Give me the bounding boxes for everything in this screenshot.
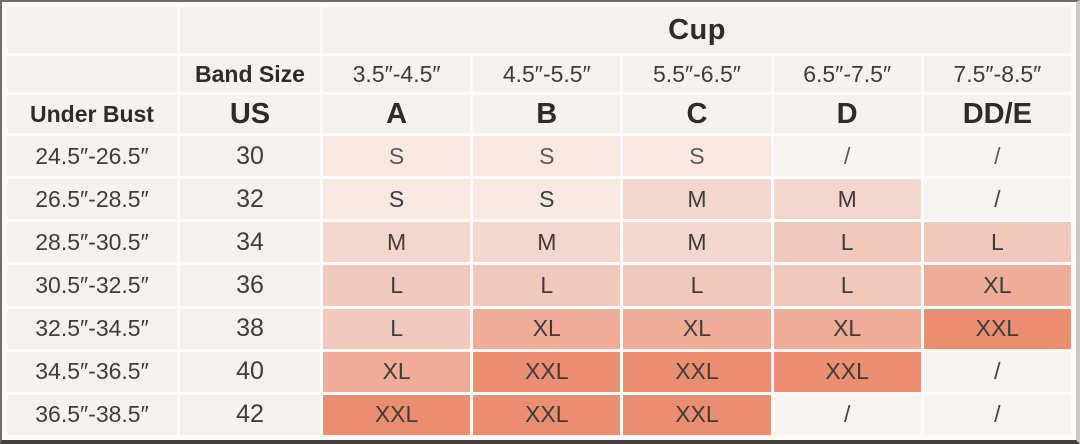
under-bust-header: Under Bust <box>7 95 177 133</box>
size-cell: S <box>323 136 471 177</box>
size-cell: M <box>473 222 621 263</box>
cup-letter-row: Under Bust US A B C D DD/E <box>7 95 1071 133</box>
size-cell: XXL <box>323 394 471 435</box>
blank-cell <box>180 7 320 53</box>
band-size-header: Band Size <box>180 56 320 92</box>
size-cell: L <box>923 222 1071 263</box>
size-cell: XXL <box>473 394 621 435</box>
blank-cell <box>7 7 177 53</box>
band-size-cell: 34 <box>180 222 320 263</box>
size-cell: L <box>473 265 621 306</box>
size-cell: / <box>773 136 921 177</box>
size-cell: XL <box>473 308 621 349</box>
size-cell: / <box>923 136 1071 177</box>
band-size-cell: 40 <box>180 351 320 392</box>
size-cell: L <box>773 222 921 263</box>
size-cell: M <box>623 222 771 263</box>
band-standard-header: US <box>180 95 320 133</box>
size-cell: / <box>923 394 1071 435</box>
under-bust-cell: 30.5″-32.5″ <box>7 265 177 306</box>
cup-group-header: Cup <box>323 7 1071 53</box>
table-row: 32.5″-34.5″ 38 L XL XL XL XXL <box>7 308 1071 349</box>
under-bust-cell: 26.5″-28.5″ <box>7 179 177 220</box>
size-cell: / <box>923 351 1071 392</box>
size-cell: XXL <box>923 308 1071 349</box>
table-row: 34.5″-36.5″ 40 XL XXL XXL XXL / <box>7 351 1071 392</box>
cup-range-row: Band Size 3.5″-4.5″ 4.5″-5.5″ 5.5″-6.5″ … <box>7 56 1071 92</box>
under-bust-cell: 24.5″-26.5″ <box>7 136 177 177</box>
band-size-cell: 36 <box>180 265 320 306</box>
size-cell: XXL <box>623 351 771 392</box>
cup-group-row: Cup <box>7 7 1071 53</box>
size-cell: S <box>323 179 471 220</box>
size-cell: / <box>773 394 921 435</box>
cup-letter-a: A <box>323 95 471 133</box>
size-cell: / <box>923 179 1071 220</box>
cup-letter-dde: DD/E <box>923 95 1071 133</box>
under-bust-cell: 32.5″-34.5″ <box>7 308 177 349</box>
band-size-cell: 42 <box>180 394 320 435</box>
cup-range-dde: 7.5″-8.5″ <box>923 56 1071 92</box>
cup-letter-d: D <box>773 95 921 133</box>
cup-range-c: 5.5″-6.5″ <box>623 56 771 92</box>
size-cell: XXL <box>473 351 621 392</box>
table-row: 24.5″-26.5″ 30 S S S / / <box>7 136 1071 177</box>
size-cell: L <box>323 308 471 349</box>
size-cell: XL <box>323 351 471 392</box>
cup-range-a: 3.5″-4.5″ <box>323 56 471 92</box>
size-cell: L <box>773 265 921 306</box>
size-cell: XL <box>623 308 771 349</box>
band-size-cell: 38 <box>180 308 320 349</box>
cup-letter-c: C <box>623 95 771 133</box>
size-cell: S <box>473 179 621 220</box>
size-cell: S <box>623 136 771 177</box>
table-row: 26.5″-28.5″ 32 S S M M / <box>7 179 1071 220</box>
size-cell: XXL <box>623 394 771 435</box>
size-cell: M <box>623 179 771 220</box>
size-cell: M <box>773 179 921 220</box>
table-row: 36.5″-38.5″ 42 XXL XXL XXL / / <box>7 394 1071 435</box>
size-cell: S <box>473 136 621 177</box>
size-cell: L <box>623 265 771 306</box>
size-cell: XXL <box>773 351 921 392</box>
cup-letter-b: B <box>473 95 621 133</box>
cup-range-b: 4.5″-5.5″ <box>473 56 621 92</box>
under-bust-cell: 36.5″-38.5″ <box>7 394 177 435</box>
size-cell: M <box>323 222 471 263</box>
size-cell: XL <box>923 265 1071 306</box>
size-cell: L <box>323 265 471 306</box>
size-chart-table: Cup Band Size 3.5″-4.5″ 4.5″-5.5″ 5.5″-6… <box>4 4 1074 438</box>
size-cell: XL <box>773 308 921 349</box>
under-bust-cell: 34.5″-36.5″ <box>7 351 177 392</box>
under-bust-cell: 28.5″-30.5″ <box>7 222 177 263</box>
cup-range-d: 6.5″-7.5″ <box>773 56 921 92</box>
band-size-cell: 32 <box>180 179 320 220</box>
blank-cell <box>7 56 177 92</box>
band-size-cell: 30 <box>180 136 320 177</box>
table-row: 30.5″-32.5″ 36 L L L L XL <box>7 265 1071 306</box>
